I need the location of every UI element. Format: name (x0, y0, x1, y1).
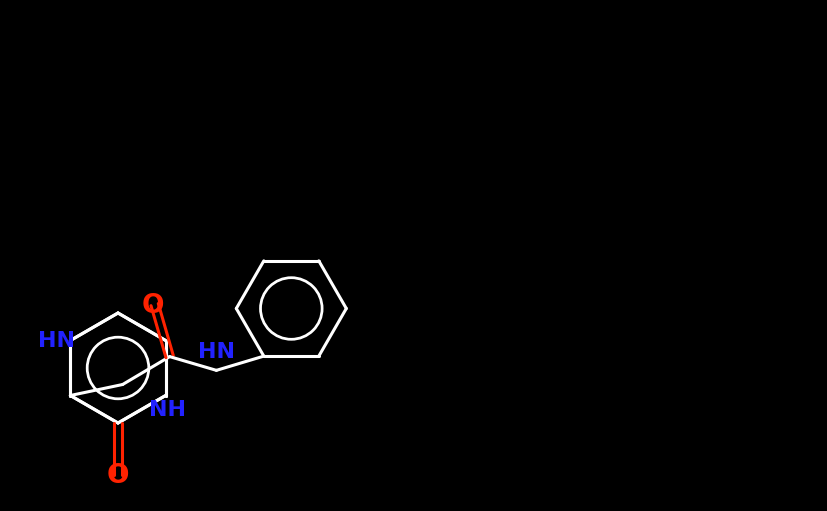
Text: O: O (141, 293, 164, 318)
Text: HN: HN (198, 342, 235, 362)
Text: HN: HN (38, 331, 75, 351)
Text: O: O (107, 463, 129, 489)
Text: NH: NH (149, 400, 186, 420)
